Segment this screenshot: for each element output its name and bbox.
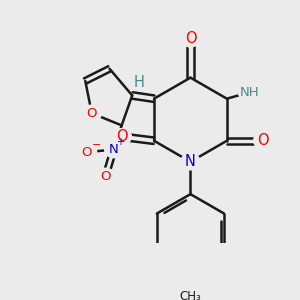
Text: O: O [82,146,92,159]
Text: NH: NH [240,86,259,99]
Ellipse shape [238,84,261,100]
Text: +: + [116,137,124,147]
Text: O: O [257,133,269,148]
Text: N: N [185,154,196,169]
Ellipse shape [177,288,204,300]
Text: O: O [116,129,127,144]
Ellipse shape [96,168,115,184]
Text: H: H [134,75,145,90]
Ellipse shape [254,133,273,149]
Ellipse shape [181,31,200,47]
Ellipse shape [105,142,122,158]
Ellipse shape [181,154,200,170]
Ellipse shape [82,105,101,121]
Ellipse shape [112,129,131,145]
Text: −: − [92,140,101,150]
Text: N: N [109,143,118,156]
Ellipse shape [77,144,97,160]
Text: O: O [184,31,196,46]
Text: O: O [86,107,97,120]
Ellipse shape [131,75,147,90]
Text: CH₃: CH₃ [180,290,201,300]
Text: O: O [100,170,111,183]
